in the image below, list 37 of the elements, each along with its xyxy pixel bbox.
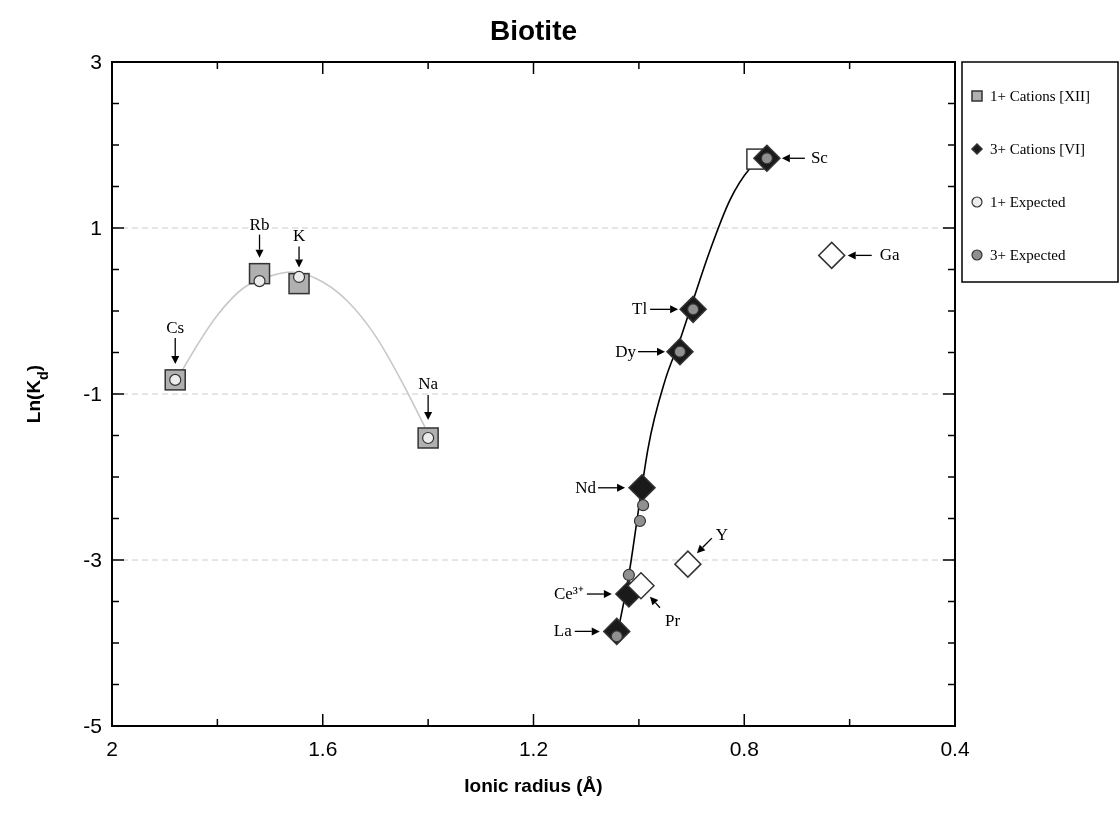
annotation: Nd xyxy=(575,477,597,497)
y-tick-label: -3 xyxy=(83,548,102,571)
legend-label: 3+ Expected xyxy=(990,247,1067,263)
point xyxy=(674,550,702,578)
point xyxy=(628,474,656,502)
annotation: Ga xyxy=(879,245,900,265)
x-tick-label: 1.2 xyxy=(518,737,549,760)
y-tick-label: 1 xyxy=(90,216,102,239)
point xyxy=(633,514,647,528)
legend-label: 1+ Cations [XII] xyxy=(990,88,1091,104)
y-tick-label: -1 xyxy=(83,382,102,405)
annotation: Sc xyxy=(810,148,829,168)
chart-title: Biotite xyxy=(489,15,578,46)
x-tick-label: 2 xyxy=(106,737,118,760)
annotation: Dy xyxy=(615,341,637,361)
point xyxy=(627,571,655,600)
point xyxy=(636,499,650,512)
point xyxy=(622,568,635,582)
legend-label: 1+ Expected xyxy=(990,194,1067,210)
annotation: La xyxy=(553,621,573,641)
annotation: Cs xyxy=(166,317,185,337)
annotation: Rb xyxy=(249,214,270,234)
x-axis-title: Ionic radius (Å) xyxy=(464,775,603,796)
y-tick-label: -5 xyxy=(83,714,102,737)
annotation: Tl xyxy=(632,299,648,319)
y-tick-label: 3 xyxy=(90,50,102,73)
annotation: Ce³⁺ xyxy=(553,584,584,604)
x-tick-label: 0.4 xyxy=(940,737,970,760)
x-tick-label: 1.6 xyxy=(308,737,338,760)
annotation: Pr xyxy=(664,610,681,630)
legend-label: 3+ Cations [VI] xyxy=(990,141,1086,157)
annotation: K xyxy=(292,225,306,245)
point xyxy=(817,241,846,270)
annotation: Y xyxy=(715,525,729,545)
annotation: Na xyxy=(418,373,439,393)
point xyxy=(253,275,266,288)
x-tick-label: 0.8 xyxy=(729,737,759,760)
